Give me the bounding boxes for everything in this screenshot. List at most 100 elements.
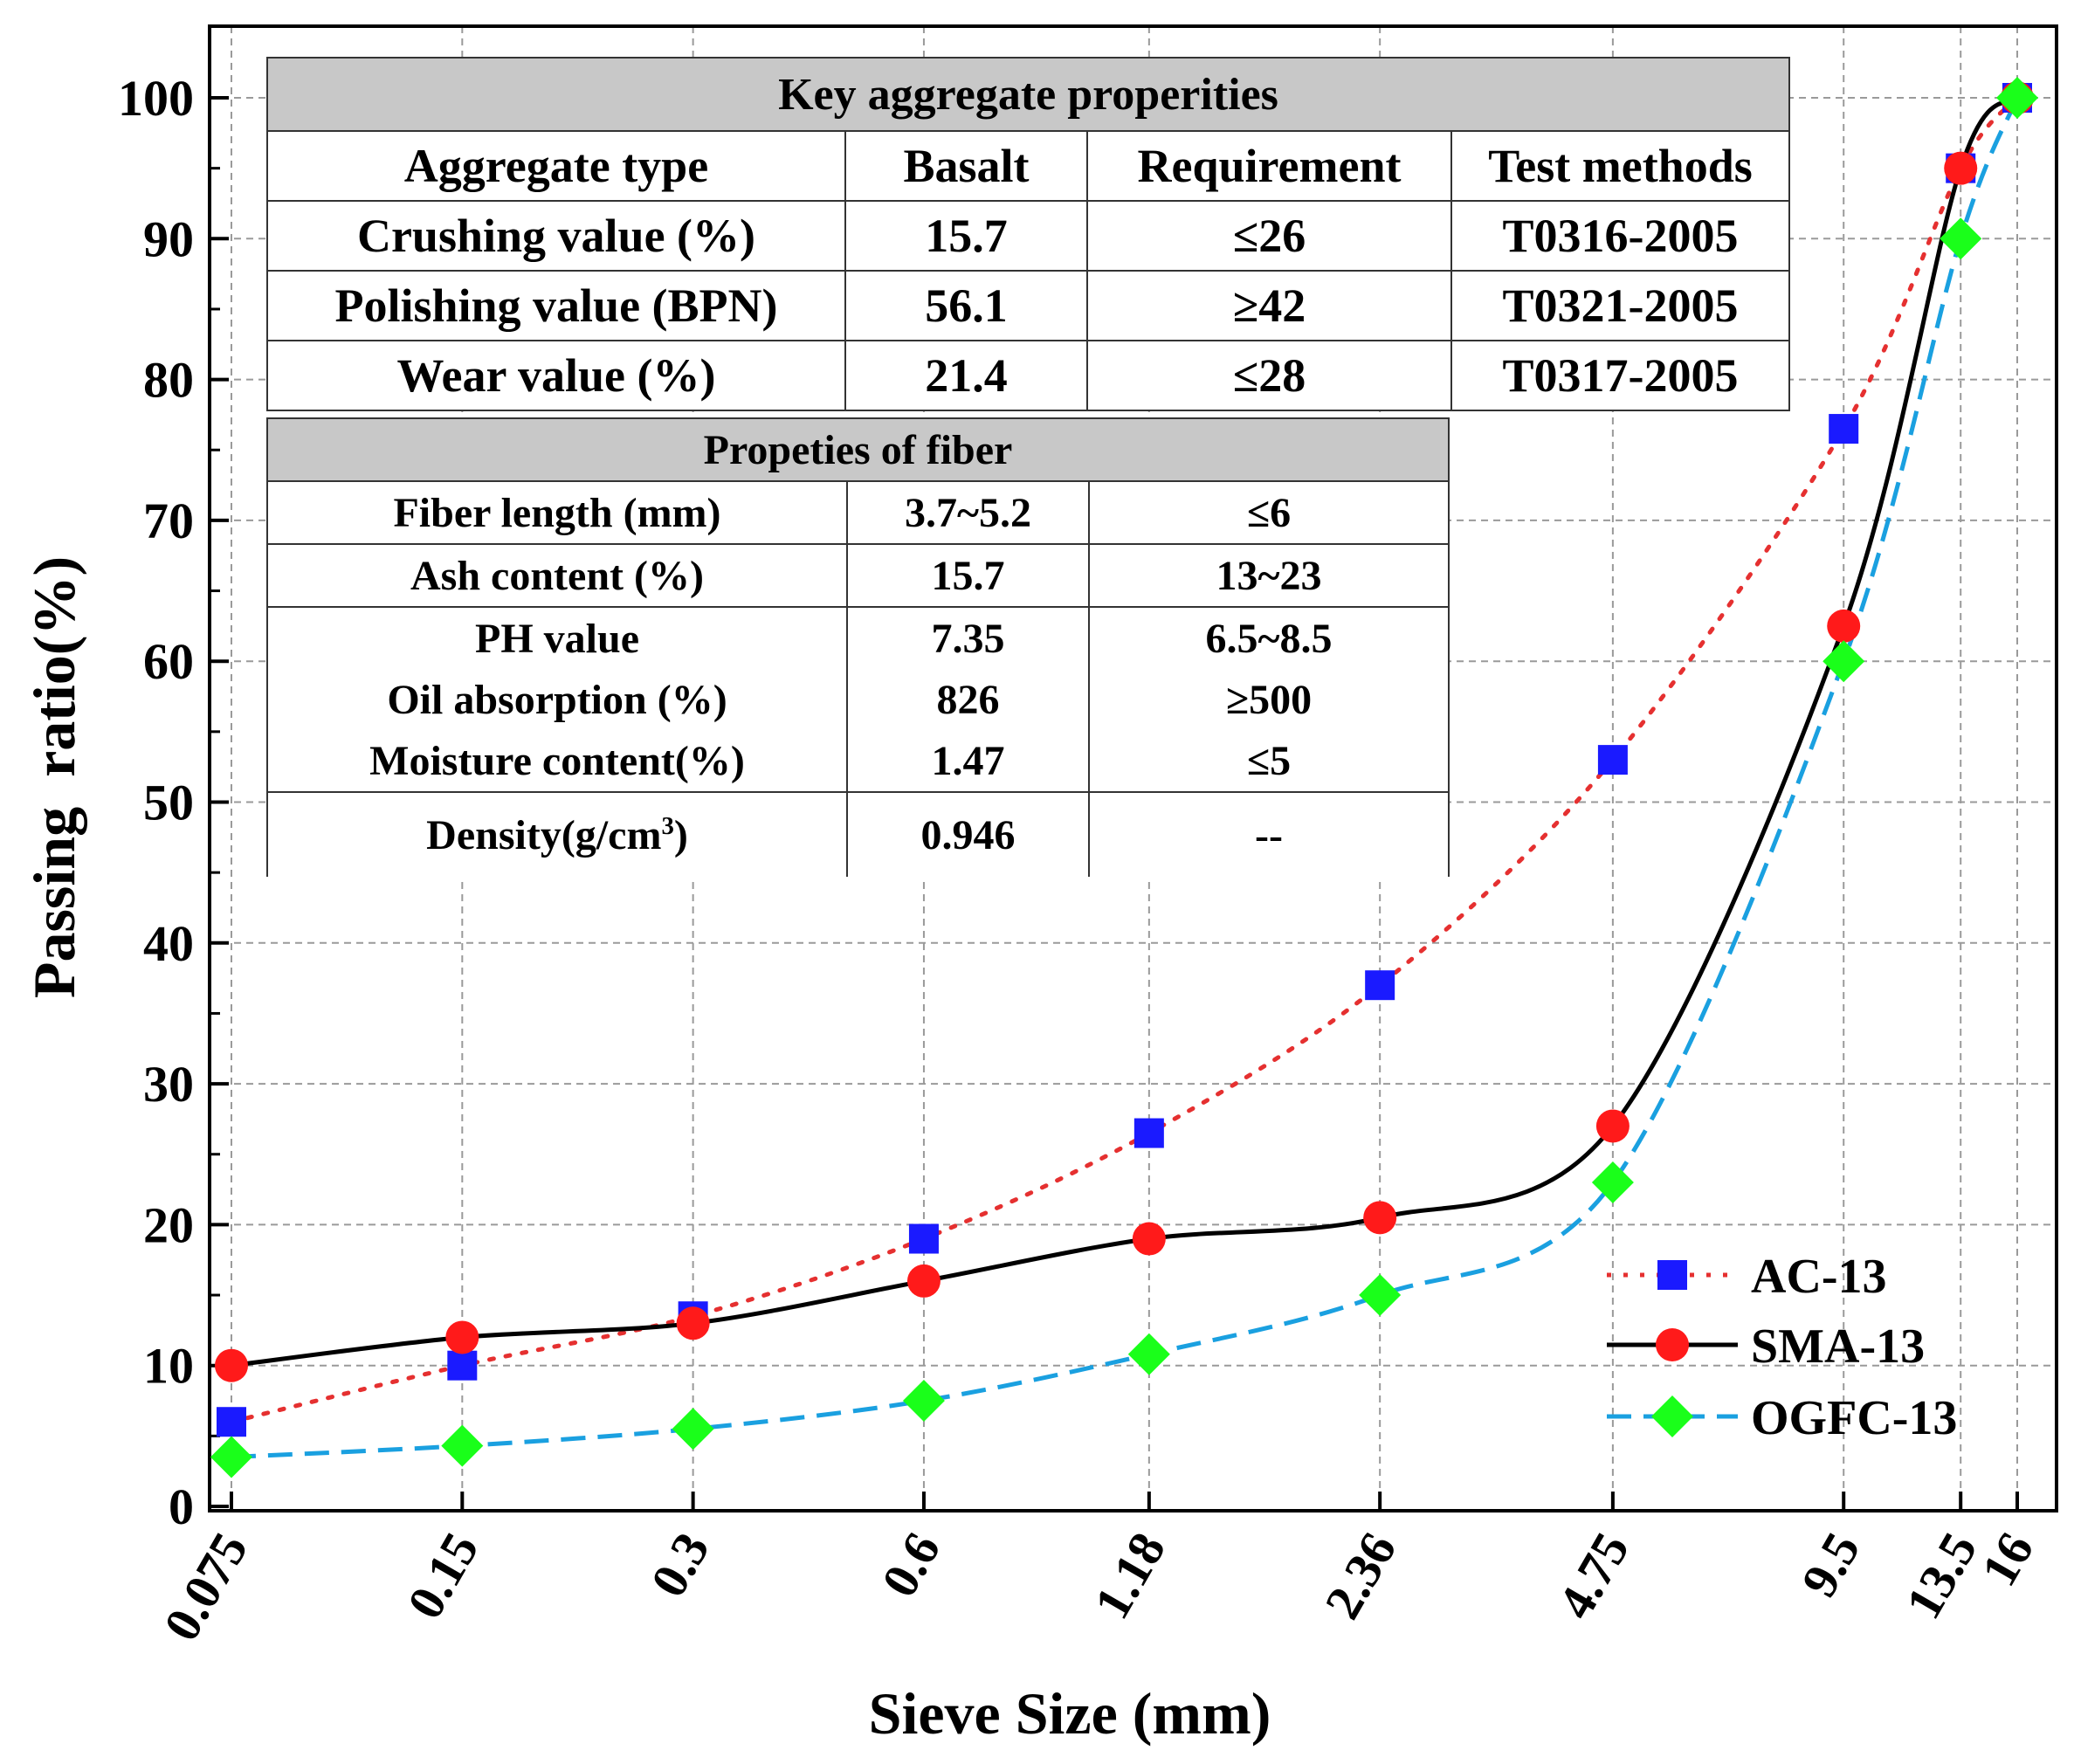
fiber-properties-table: Propeties of fiber Fiber length (mm) 3.7…	[266, 417, 1450, 877]
plot-frame	[208, 24, 2058, 1512]
aggregate-table-title: Key aggregate properities	[266, 57, 1790, 132]
data-point-ac-13	[1597, 745, 1628, 775]
data-point-sma-13	[215, 1348, 248, 1382]
table-cell: 15.7	[844, 200, 1088, 272]
aggregate-header-basalt: Basalt	[844, 130, 1088, 202]
legend-label-ac-13: AC-13	[1751, 1250, 1887, 1304]
aggregate-properties-table: Key aggregate properities Aggregate type…	[266, 57, 1790, 411]
x-tick-label: 2.36	[1313, 1523, 1407, 1628]
data-point-sma-13	[1944, 151, 1978, 185]
table-cell: --	[1088, 792, 1450, 877]
table-cell: T0317-2005	[1450, 340, 1790, 411]
x-tick-label: 0.15	[396, 1523, 490, 1628]
legend-marker-sma-13	[1656, 1328, 1689, 1361]
data-point-ac-13	[217, 1407, 246, 1437]
table-cell: 21.4	[844, 340, 1088, 411]
table-cell: 0.946	[846, 792, 1090, 877]
table-cell: ≤6	[1088, 481, 1450, 545]
table-cell: 6.5~8.5	[1088, 607, 1450, 669]
table-cell: Crushing value (%)	[266, 200, 846, 272]
legend-label-ogfc-13: OGFC-13	[1751, 1391, 1957, 1445]
table-cell: Wear value (%)	[266, 340, 846, 411]
table-cell: 826	[846, 669, 1090, 730]
data-point-sma-13	[1363, 1201, 1397, 1235]
data-point-ac-13	[1829, 414, 1859, 444]
legend-label-sma-13: SMA-13	[1751, 1320, 1925, 1374]
y-axis-title: Passing ratio(%)	[21, 556, 87, 998]
x-tick-label: 1.18	[1083, 1523, 1176, 1628]
aggregate-header-requirement: Requirement	[1086, 130, 1452, 202]
data-point-sma-13	[1132, 1222, 1166, 1256]
x-axis-ticks: 0.075 0.15 0.3 0.6 1.18 2.36 4.75 9.5 13.516	[153, 1492, 2044, 1650]
density-close: )	[673, 811, 688, 858]
table-row: Crushing value (%) 15.7 ≤26 T0316-2005	[266, 200, 1790, 272]
series-line-ac-13	[229, 95, 2020, 1424]
x-axis-title: Sieve Size (mm)	[869, 1680, 1271, 1747]
table-cell: ≤28	[1086, 340, 1452, 411]
table-cell: 56.1	[844, 270, 1088, 341]
y-tick-label: 30	[143, 1056, 194, 1113]
data-point-ogfc-13	[1127, 1333, 1170, 1375]
table-cell: 15.7	[846, 544, 1090, 608]
data-point-ac-13	[908, 1223, 939, 1254]
data-point-ac-13	[1133, 1118, 1164, 1148]
series-line-ogfc-13	[231, 97, 2020, 1460]
data-point-ogfc-13	[1823, 640, 1865, 683]
y-tick-label: 70	[143, 493, 194, 549]
data-point-sma-13	[445, 1320, 479, 1354]
x-tick-label: 0.6	[871, 1523, 952, 1606]
y-tick-label: 60	[143, 633, 194, 690]
legend-marker-ac-13	[1657, 1260, 1687, 1290]
table-cell: 3.7~5.2	[846, 481, 1090, 545]
table-cell: Oil absorption (%)	[266, 669, 848, 730]
table-row: Density(g/cm3) 0.946 --	[266, 792, 1450, 877]
data-point-ogfc-13	[672, 1408, 714, 1450]
data-point-ogfc-13	[210, 1436, 252, 1478]
x-tick-label: 13.5	[1894, 1523, 1988, 1628]
data-point-sma-13	[1827, 609, 1861, 643]
data-point-sma-13	[676, 1306, 710, 1340]
data-point-ac-13	[447, 1350, 478, 1381]
x-tick-label: 16	[1970, 1523, 2044, 1595]
table-cell: Fiber length (mm)	[266, 481, 848, 545]
table-row: Fiber length (mm) 3.7~5.2 ≤6	[266, 481, 1450, 545]
y-axis-ticks: 0 10 20 30 40 50 60 70 80 90 100	[118, 70, 229, 1535]
legend: AC-13 SMA-13 OGFC-13	[1607, 1250, 1957, 1445]
series-line-sma-13	[231, 96, 2019, 1368]
table-cell: 13~23	[1088, 544, 1450, 608]
table-cell: T0321-2005	[1450, 270, 1790, 341]
y-tick-label: 40	[143, 915, 194, 972]
y-tick-label: 10	[143, 1338, 194, 1395]
legend-marker-ogfc-13	[1651, 1395, 1693, 1437]
x-tick-label: 0.075	[153, 1523, 259, 1650]
table-cell: ≤5	[1088, 730, 1450, 793]
x-tick-label: 0.3	[639, 1523, 720, 1606]
data-point-ogfc-13	[902, 1380, 945, 1423]
data-point-ogfc-13	[1940, 217, 1982, 260]
y-tick-label: 20	[143, 1196, 194, 1253]
axes	[208, 24, 2058, 1512]
data-point-ac-13	[1365, 970, 1395, 1001]
data-point-ogfc-13	[1591, 1161, 1634, 1204]
aggregate-header-type: Aggregate type	[266, 130, 846, 202]
aggregate-header-test-methods: Test methods	[1450, 130, 1790, 202]
table-cell: ≥42	[1086, 270, 1452, 341]
table-row: Ash content (%) 15.7 13~23	[266, 544, 1450, 608]
table-cell: Moisture content(%)	[266, 730, 848, 793]
data-point-ogfc-13	[1359, 1274, 1402, 1317]
table-row: Oil absorption (%) 826 ≥500	[266, 669, 1450, 730]
y-tick-label: 100	[118, 70, 194, 127]
fiber-table-title: Propeties of fiber	[266, 417, 1450, 482]
table-cell: 7.35	[846, 607, 1090, 669]
data-point-sma-13	[1595, 1109, 1630, 1143]
table-row: Moisture content(%) 1.47 ≤5	[266, 730, 1450, 793]
table-cell: Ash content (%)	[266, 544, 848, 608]
table-cell: Polishing value (BPN)	[266, 270, 846, 341]
table-row: Polishing value (BPN) 56.1 ≥42 T0321-200…	[266, 270, 1790, 341]
data-point-ogfc-13	[1996, 77, 2038, 119]
density-label: Density(g/cm	[426, 811, 662, 858]
table-row: Wear value (%) 21.4 ≤28 T0317-2005	[266, 340, 1790, 411]
table-row: PH value 7.35 6.5~8.5	[266, 607, 1450, 669]
table-cell: Density(g/cm3)	[266, 792, 848, 877]
series-markers	[210, 77, 2038, 1478]
